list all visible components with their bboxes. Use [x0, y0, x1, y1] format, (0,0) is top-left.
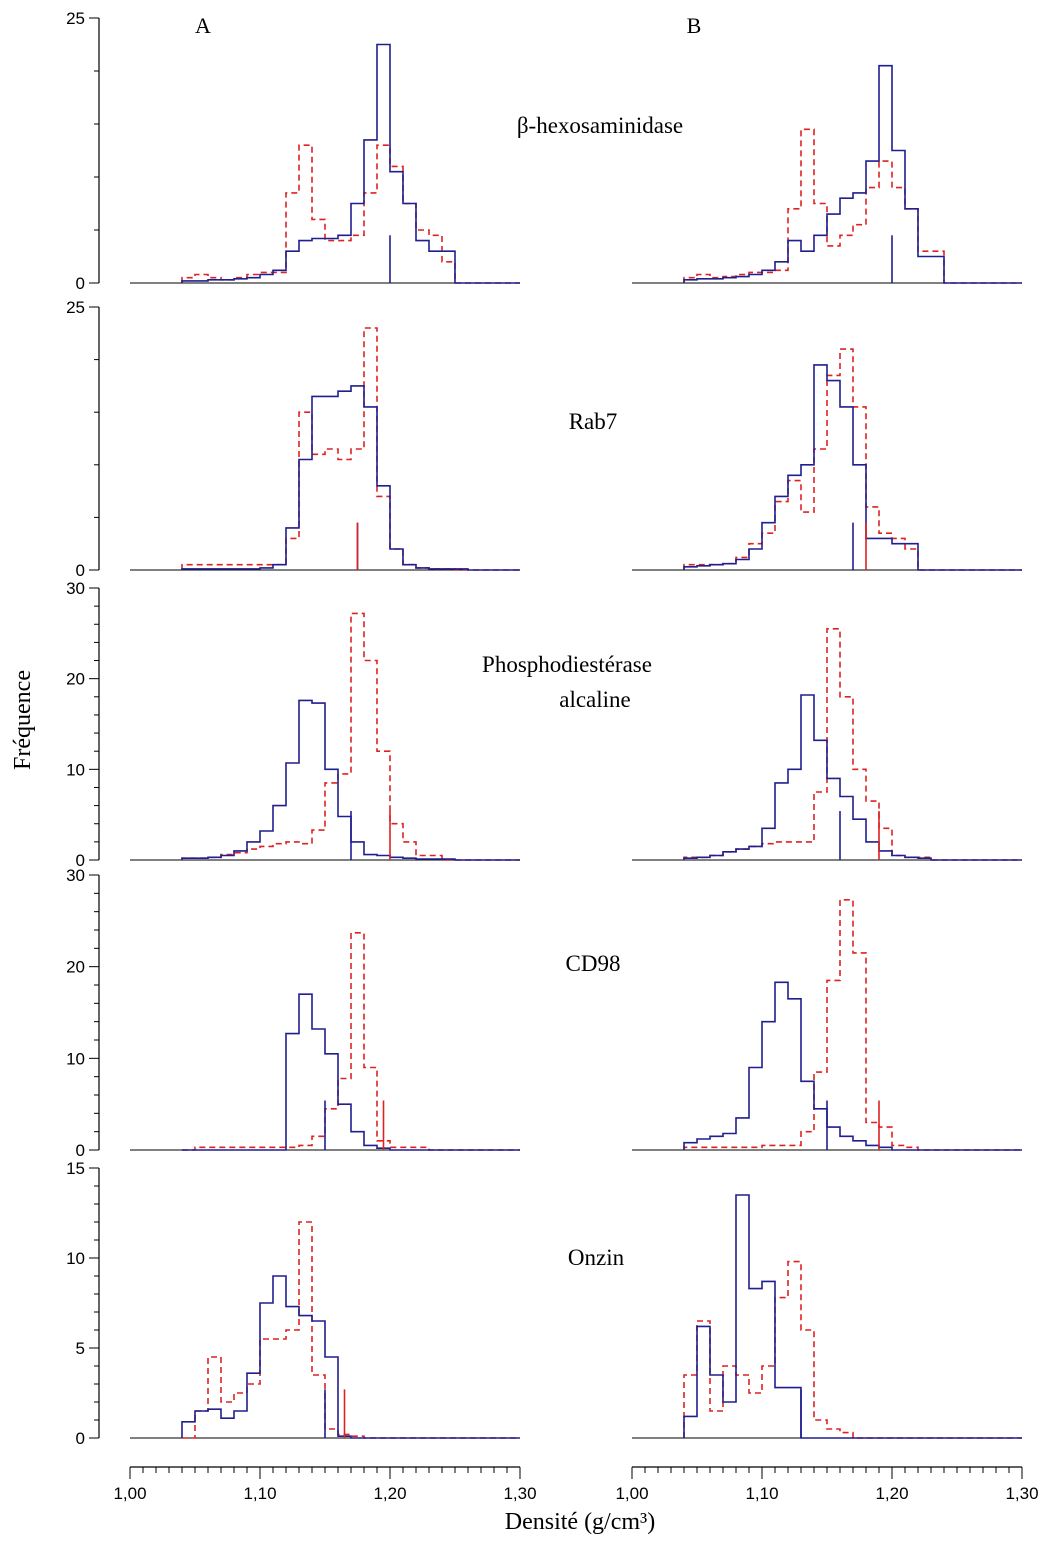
x-tick-label: 1,20 — [373, 1484, 406, 1503]
y-tick-label: 0 — [76, 274, 85, 293]
subplot-a: 0 25 — [66, 9, 520, 293]
blue-histogram — [683, 981, 1022, 1151]
column-label-b: B — [687, 13, 702, 38]
y-tick-label: 10 — [66, 760, 85, 779]
panel-label-line2: alcaline — [559, 687, 631, 712]
subplot-a: 0 10 20 30 — [66, 579, 520, 870]
subplot-a: 0 5 10 15 — [66, 1159, 520, 1448]
panels: 0 25 β-hexosaminidase 0 25 Rab7 0 10 20 30 Phospho… — [66, 9, 1022, 1448]
y-tick-label: 10 — [66, 1249, 85, 1268]
blue-histogram — [182, 993, 520, 1151]
y-tick-label: 25 — [66, 298, 85, 317]
x-tick-label: 1,00 — [615, 1484, 648, 1503]
x-axis-a: 1,00 1,10 1,20 1,30 — [113, 1466, 537, 1503]
panel-label: Phosphodiestérase — [482, 652, 652, 677]
panel-label: Rab7 — [569, 409, 618, 434]
subplot-b — [632, 899, 1022, 1151]
panel-2: 0 10 20 30 Phosphodiestérase alcaline — [66, 579, 1022, 870]
y-tick-label: 25 — [66, 9, 85, 28]
y-tick-label: 5 — [76, 1339, 85, 1358]
y-tick-label: 0 — [76, 561, 85, 580]
y-tick-label: 20 — [66, 958, 85, 977]
red-histogram — [683, 1260, 1022, 1439]
subplot-b — [632, 348, 1022, 571]
x-axes: 1,00 1,10 1,20 1,30 1,00 1,10 1,20 1,30 — [113, 1466, 1039, 1503]
x-tick-label: 1,10 — [745, 1484, 778, 1503]
red-histogram — [683, 628, 1022, 861]
blue-histogram — [181, 43, 520, 284]
blue-histogram — [181, 1275, 520, 1439]
subplot-b — [632, 628, 1022, 861]
x-axis-b: 1,00 1,10 1,20 1,30 — [615, 1466, 1039, 1503]
red-histogram — [683, 899, 1022, 1151]
blue-histogram — [683, 694, 1022, 861]
y-tick-label: 30 — [66, 579, 85, 598]
y-tick-label: 30 — [66, 866, 85, 885]
x-tick-label: 1,30 — [503, 1484, 536, 1503]
panel-1: 0 25 Rab7 — [66, 298, 1022, 580]
subplot-b — [632, 1194, 1022, 1439]
y-tick-label: 15 — [66, 1159, 85, 1178]
blue-histogram — [683, 1194, 1022, 1439]
y-tick-label: 0 — [76, 851, 85, 870]
panel-0: 0 25 β-hexosaminidase — [66, 9, 1022, 293]
red-histogram — [181, 612, 520, 861]
x-tick-label: 1,00 — [113, 1484, 146, 1503]
x-tick-label: 1,30 — [1005, 1484, 1038, 1503]
panel-label: CD98 — [566, 951, 621, 976]
blue-histogram — [181, 699, 520, 861]
y-tick-label: 0 — [76, 1429, 85, 1448]
subplot-b — [632, 64, 1022, 284]
panel-label: Onzin — [568, 1245, 625, 1270]
subplot-a: 0 10 20 30 — [66, 866, 520, 1160]
subplot-a: 0 25 — [66, 298, 520, 580]
panel-label: β-hexosaminidase — [517, 113, 683, 138]
column-label-a: A — [195, 13, 211, 38]
y-tick-label: 10 — [66, 1049, 85, 1068]
y-axis-label: Fréquence — [10, 670, 36, 770]
red-histogram — [181, 327, 520, 571]
x-tick-label: 1,10 — [243, 1484, 276, 1503]
panel-4: 0 5 10 15 Onzin — [66, 1159, 1022, 1448]
y-tick-label: 20 — [66, 670, 85, 689]
x-tick-label: 1,20 — [875, 1484, 908, 1503]
blue-histogram — [181, 385, 520, 571]
panel-3: 0 10 20 30 CD98 — [66, 866, 1022, 1160]
blue-histogram — [683, 364, 1022, 571]
red-histogram — [683, 128, 1022, 284]
red-histogram — [182, 1221, 520, 1439]
x-axis-label: Densité (g/cm³) — [505, 1509, 655, 1535]
blue-histogram — [683, 64, 1022, 284]
y-tick-label: 0 — [76, 1141, 85, 1160]
